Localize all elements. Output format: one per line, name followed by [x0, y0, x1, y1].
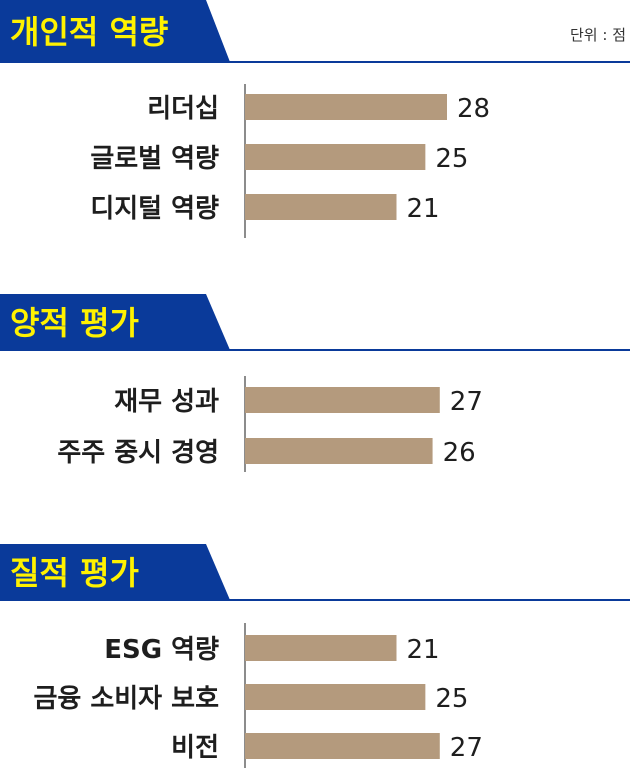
bar [245, 438, 433, 464]
section-title: 개인적 역량 [10, 13, 168, 51]
value-label: 27 [450, 733, 483, 763]
section-banner [0, 0, 230, 62]
category-label: 글로벌 역량 [90, 144, 219, 174]
value-label: 28 [457, 94, 490, 124]
value-label: 21 [407, 635, 440, 665]
value-label: 26 [443, 438, 476, 468]
category-label: ESG 역량 [104, 635, 219, 665]
category-label: 리더십 [147, 94, 219, 124]
category-label: 재무 성과 [114, 387, 219, 417]
bar [245, 194, 397, 220]
category-label: 디지털 역량 [90, 194, 219, 224]
value-label: 25 [435, 144, 468, 174]
bar [245, 684, 426, 710]
unit-label: 단위 : 점 [570, 26, 626, 44]
section-title: 양적 평가 [10, 304, 139, 342]
bar [245, 94, 447, 120]
category-label: 금융 소비자 보호 [33, 684, 219, 714]
section-banner [0, 294, 230, 350]
category-label: 주주 중시 경영 [57, 438, 219, 468]
section-banner [0, 544, 230, 600]
value-label: 21 [407, 194, 440, 224]
bar [245, 387, 440, 413]
category-label: 비전 [171, 733, 219, 763]
value-label: 27 [450, 387, 483, 417]
bar [245, 144, 426, 170]
bar [245, 635, 397, 661]
section-title: 질적 평가 [10, 554, 139, 592]
bar [245, 733, 440, 759]
value-label: 25 [435, 684, 468, 714]
